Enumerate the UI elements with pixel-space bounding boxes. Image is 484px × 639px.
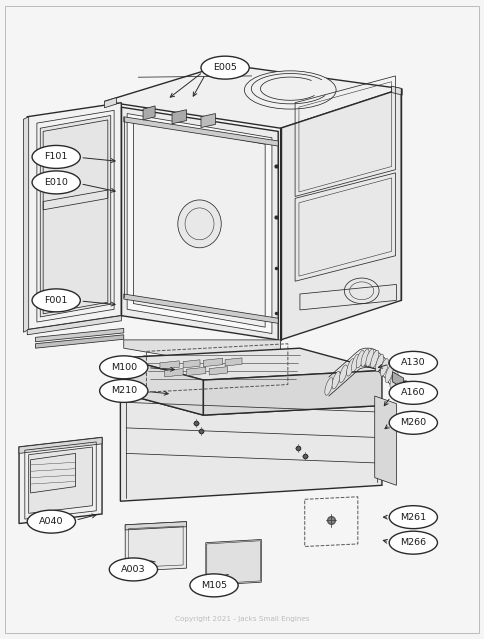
Ellipse shape bbox=[380, 358, 388, 376]
Ellipse shape bbox=[385, 365, 393, 383]
Polygon shape bbox=[40, 116, 111, 317]
Polygon shape bbox=[165, 369, 183, 377]
Ellipse shape bbox=[361, 349, 369, 367]
Ellipse shape bbox=[390, 371, 398, 389]
Text: E005: E005 bbox=[213, 63, 237, 72]
Text: M100: M100 bbox=[111, 363, 137, 372]
Ellipse shape bbox=[32, 171, 80, 194]
Polygon shape bbox=[124, 294, 278, 323]
Polygon shape bbox=[124, 340, 281, 361]
Polygon shape bbox=[125, 521, 186, 571]
Polygon shape bbox=[206, 539, 261, 585]
Polygon shape bbox=[124, 117, 278, 146]
Polygon shape bbox=[27, 103, 121, 330]
Polygon shape bbox=[121, 107, 278, 340]
Polygon shape bbox=[121, 348, 382, 380]
Polygon shape bbox=[143, 106, 155, 120]
Ellipse shape bbox=[100, 356, 148, 379]
Polygon shape bbox=[121, 393, 382, 501]
Polygon shape bbox=[35, 335, 124, 348]
Ellipse shape bbox=[201, 56, 249, 79]
Text: A003: A003 bbox=[121, 565, 146, 574]
Polygon shape bbox=[134, 121, 265, 327]
Polygon shape bbox=[201, 114, 215, 128]
Polygon shape bbox=[19, 438, 102, 454]
Text: A130: A130 bbox=[401, 358, 425, 367]
Text: M260: M260 bbox=[400, 419, 426, 427]
Ellipse shape bbox=[389, 351, 438, 374]
Ellipse shape bbox=[389, 412, 438, 435]
Polygon shape bbox=[29, 447, 92, 513]
Polygon shape bbox=[27, 316, 121, 335]
Ellipse shape bbox=[389, 381, 438, 404]
Text: A160: A160 bbox=[401, 389, 425, 397]
Polygon shape bbox=[105, 98, 117, 108]
Text: M261: M261 bbox=[400, 512, 426, 521]
Ellipse shape bbox=[100, 380, 148, 403]
Ellipse shape bbox=[325, 378, 333, 396]
Polygon shape bbox=[121, 358, 203, 415]
Text: F101: F101 bbox=[45, 153, 68, 162]
Ellipse shape bbox=[332, 371, 340, 389]
Ellipse shape bbox=[389, 531, 438, 554]
Ellipse shape bbox=[32, 146, 80, 169]
Ellipse shape bbox=[356, 350, 364, 368]
Polygon shape bbox=[203, 371, 382, 415]
Polygon shape bbox=[203, 358, 223, 367]
Polygon shape bbox=[35, 328, 124, 342]
Text: JACK'S: JACK'S bbox=[153, 280, 254, 308]
Text: F001: F001 bbox=[45, 296, 68, 305]
Ellipse shape bbox=[109, 558, 158, 581]
Polygon shape bbox=[172, 110, 186, 124]
Polygon shape bbox=[375, 396, 396, 485]
Polygon shape bbox=[125, 521, 186, 530]
Text: M210: M210 bbox=[111, 387, 137, 396]
Polygon shape bbox=[160, 361, 179, 369]
Text: A040: A040 bbox=[39, 517, 63, 526]
Text: M105: M105 bbox=[201, 581, 227, 590]
Ellipse shape bbox=[351, 354, 360, 372]
Ellipse shape bbox=[32, 289, 80, 312]
Ellipse shape bbox=[244, 71, 336, 109]
Polygon shape bbox=[392, 86, 402, 95]
Text: M266: M266 bbox=[400, 538, 426, 547]
Polygon shape bbox=[127, 114, 272, 334]
Ellipse shape bbox=[366, 349, 374, 367]
Polygon shape bbox=[393, 372, 404, 389]
Ellipse shape bbox=[178, 200, 221, 248]
Polygon shape bbox=[19, 438, 102, 523]
Polygon shape bbox=[105, 65, 401, 128]
Text: E010: E010 bbox=[44, 178, 68, 187]
Polygon shape bbox=[183, 360, 200, 368]
Text: Copyright 2021 - Jacks Small Engines: Copyright 2021 - Jacks Small Engines bbox=[175, 616, 309, 622]
Ellipse shape bbox=[190, 574, 238, 597]
Ellipse shape bbox=[376, 354, 384, 372]
Text: SMALL ENGINES: SMALL ENGINES bbox=[147, 307, 260, 320]
Polygon shape bbox=[186, 367, 206, 376]
Ellipse shape bbox=[27, 510, 76, 533]
Ellipse shape bbox=[389, 505, 438, 528]
Polygon shape bbox=[225, 358, 242, 366]
Polygon shape bbox=[23, 117, 29, 332]
Polygon shape bbox=[209, 367, 227, 375]
Ellipse shape bbox=[371, 350, 379, 368]
Ellipse shape bbox=[339, 365, 348, 383]
Ellipse shape bbox=[347, 358, 355, 376]
Polygon shape bbox=[281, 89, 401, 340]
